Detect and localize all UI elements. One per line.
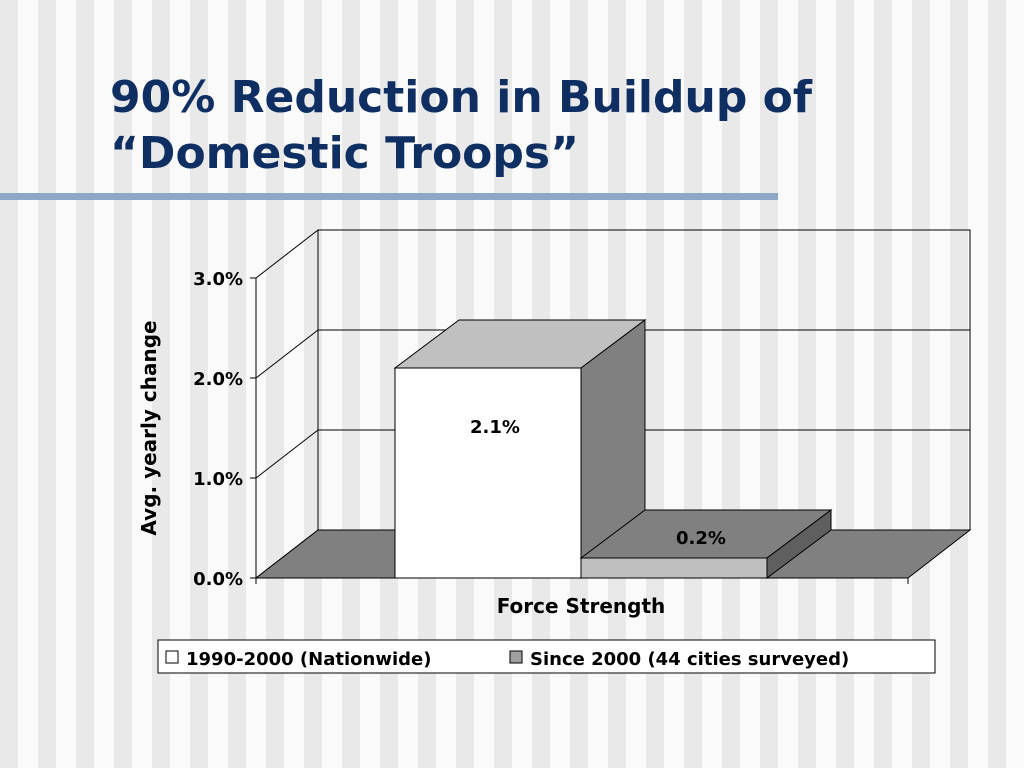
gridline-side	[255, 429, 319, 479]
chart-axes	[250, 277, 909, 584]
gridline-side	[255, 329, 319, 379]
slide-title: 90% Reduction in Buildup of “Domestic Tr…	[110, 70, 910, 182]
legend-label-2: Since 2000 (44 cities surveyed)	[530, 649, 849, 670]
y-tick-label: 0.0%	[193, 569, 243, 590]
legend-swatch-2	[509, 650, 523, 664]
chart-bars	[393, 319, 833, 579]
slide-title-line-2: “Domestic Troops”	[110, 128, 580, 179]
y-axis-title: Avg. yearly change	[137, 320, 161, 535]
x-axis-title: Force Strength	[497, 594, 666, 618]
chart-data-labels: 2.1% 0.2%	[470, 417, 726, 549]
slide-title-line-1: 90% Reduction in Buildup of	[110, 72, 813, 123]
y-tick-label: 2.0%	[193, 369, 243, 390]
data-label-2: 0.2%	[676, 528, 726, 549]
legend-label-1: 1990-2000 (Nationwide)	[186, 649, 431, 670]
y-tick-label: 1.0%	[193, 469, 243, 490]
title-divider	[0, 193, 778, 200]
legend-box	[157, 639, 936, 674]
y-tick-label: 3.0%	[193, 269, 243, 290]
bar-side-2	[766, 509, 832, 579]
data-label-1: 2.1%	[470, 417, 520, 438]
bar-front-2	[580, 557, 768, 579]
legend-swatch-1	[165, 650, 179, 664]
chart-legend: 1990-2000 (Nationwide) Since 2000 (44 cit…	[157, 639, 936, 674]
chart-tick-labels: 0.0% 1.0% 2.0% 3.0%	[193, 269, 243, 590]
gridline-side	[255, 229, 319, 279]
bar-front-1	[394, 367, 582, 579]
